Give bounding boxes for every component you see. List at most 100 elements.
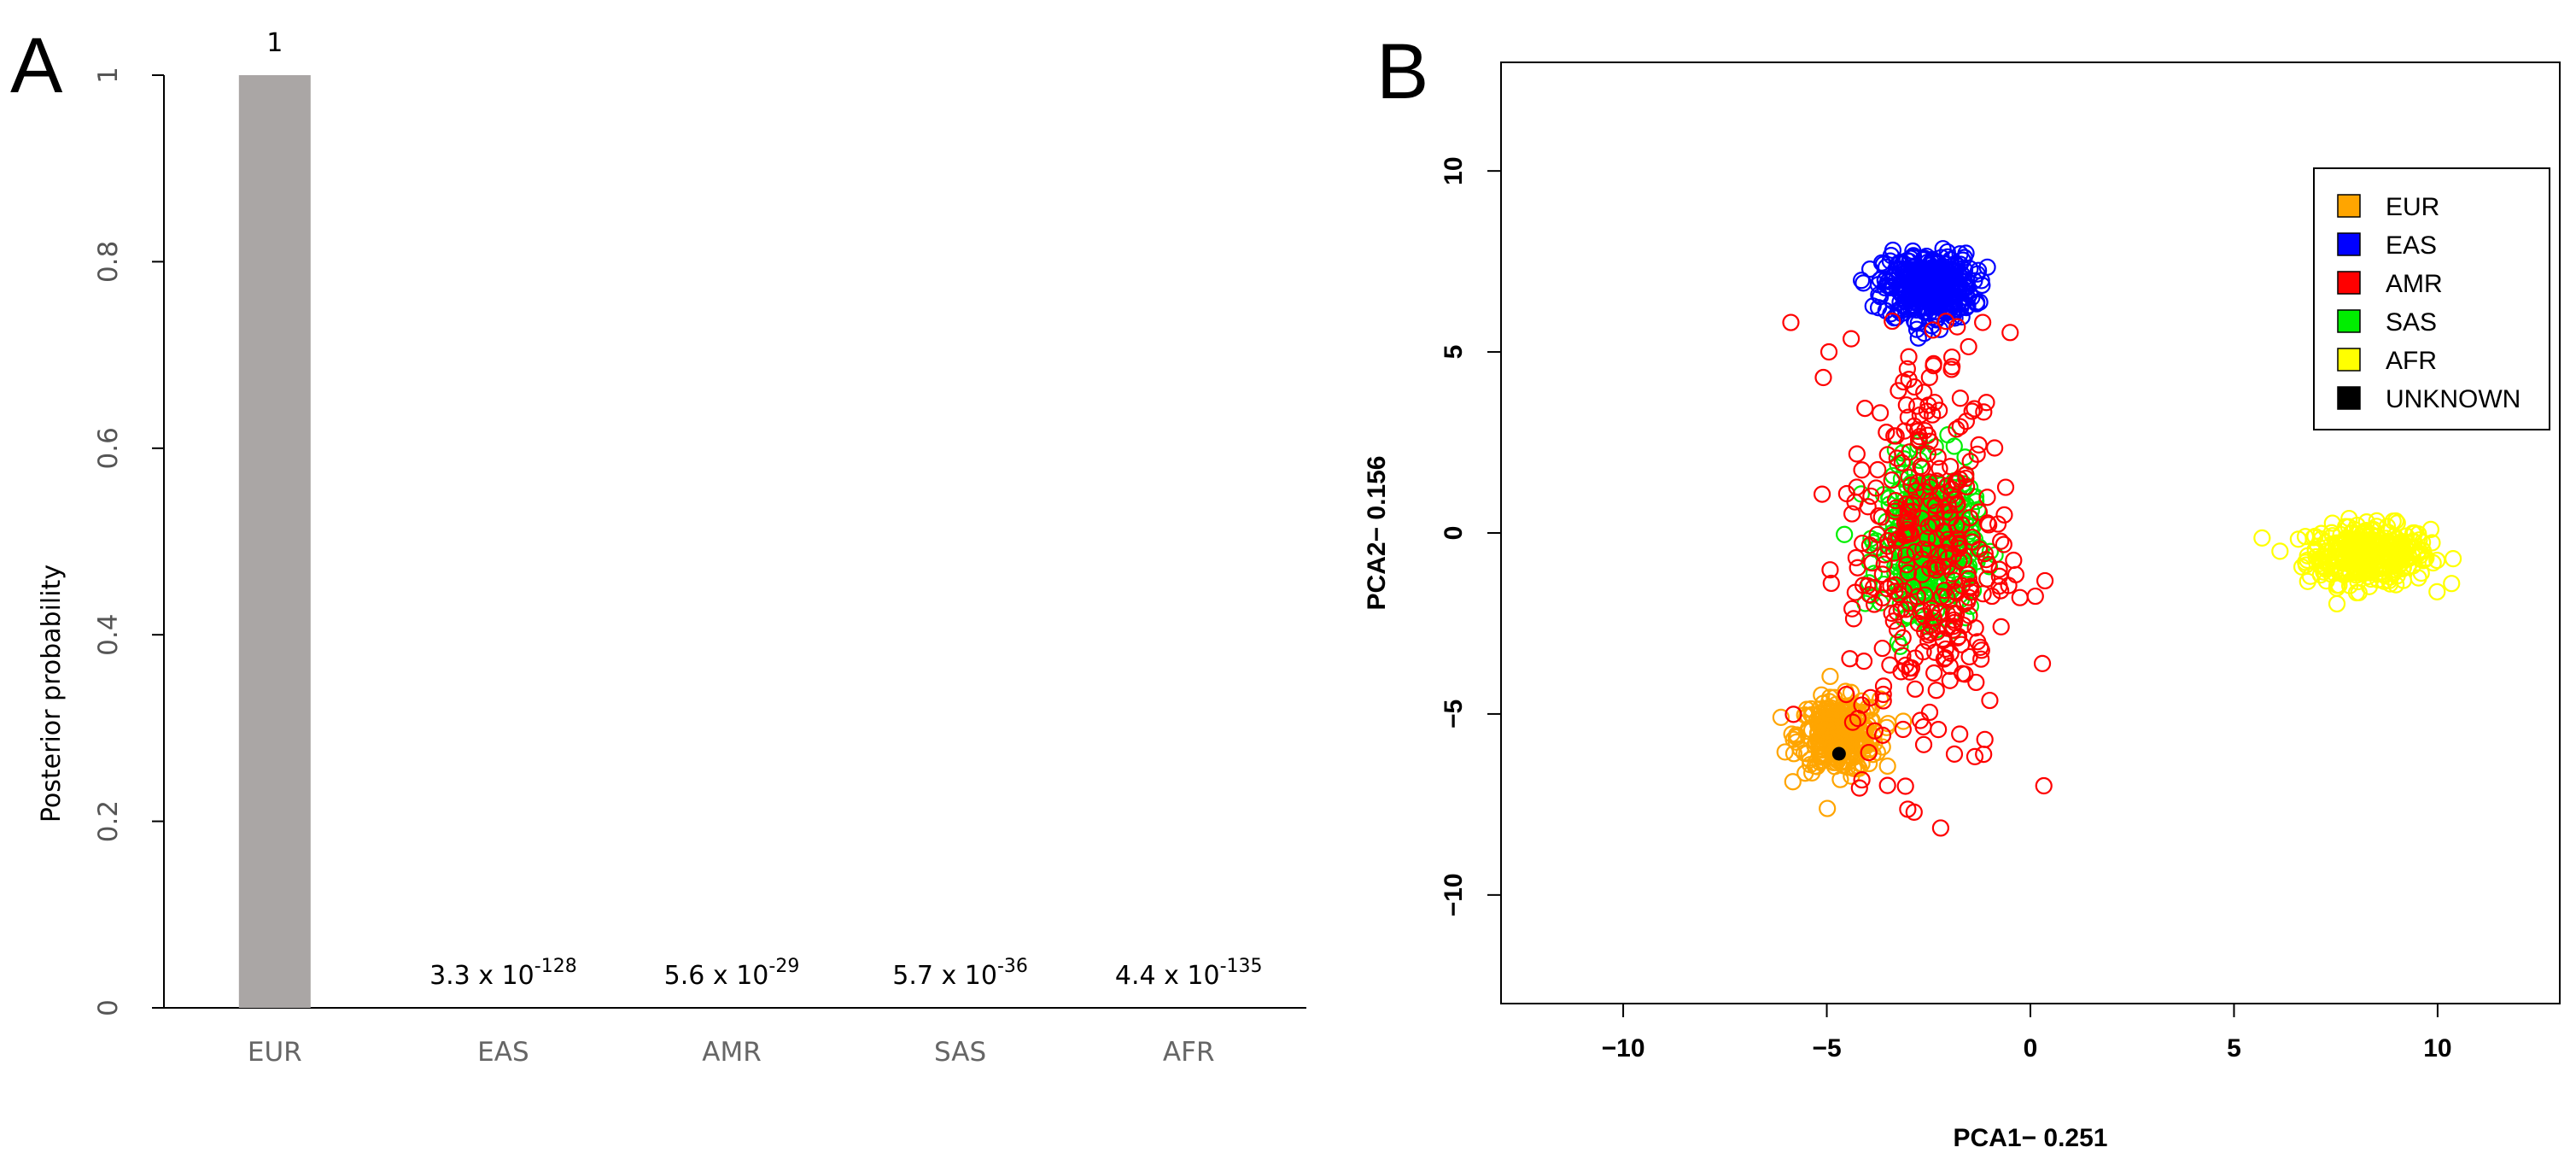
- point-amr: [2005, 551, 2023, 570]
- point-amr: [1916, 586, 1934, 604]
- point-afr: [2330, 577, 2348, 594]
- point-afr: [2374, 546, 2392, 564]
- point-amr: [1952, 635, 1971, 653]
- point-afr: [2345, 562, 2364, 580]
- y-tick-label: 1: [93, 67, 124, 84]
- y-tick-label: 0: [1440, 526, 1468, 541]
- point-amr: [1949, 628, 1968, 646]
- point-amr: [1866, 722, 1884, 740]
- value-label-afr: 4.4 x 10-135: [1115, 956, 1263, 991]
- value-label-base: 3.3 x 10: [429, 961, 534, 991]
- category-label-amr: AMR: [702, 1037, 762, 1068]
- y-tick-label: 10: [1440, 156, 1468, 184]
- point-amr: [1919, 445, 1936, 463]
- point-amr: [1936, 640, 1954, 659]
- point-afr: [2299, 551, 2316, 570]
- value-label-exponent: -29: [768, 956, 799, 977]
- point-amr: [1883, 471, 1901, 489]
- point-amr: [1929, 558, 1947, 576]
- point-afr: [2392, 534, 2410, 552]
- point-amr: [1951, 470, 1969, 489]
- point-amr: [2033, 654, 2052, 672]
- point-afr: [2410, 569, 2427, 587]
- point-amr: [1939, 496, 1957, 514]
- value-label-base: 1: [266, 28, 283, 58]
- point-amr: [1920, 703, 1939, 722]
- point-amr: [1976, 730, 1994, 748]
- legend-label-unknown: UNKNOWN: [2386, 385, 2521, 413]
- legend-label-amr: AMR: [2386, 270, 2443, 298]
- scatter-points: [1772, 240, 2462, 837]
- point-afr: [2328, 594, 2346, 613]
- point-amr: [1897, 396, 1915, 414]
- y-tick-label: −5: [1440, 700, 1468, 729]
- point-amr: [1919, 541, 1937, 559]
- point-amr: [1856, 399, 1874, 418]
- point-amr: [1843, 713, 1861, 731]
- point-eas: [1946, 255, 1964, 273]
- point-afr: [2271, 542, 2289, 560]
- point-amr: [1853, 461, 1871, 479]
- point-amr: [1981, 691, 1999, 710]
- point-afr: [2415, 550, 2434, 569]
- point-amr: [1924, 406, 1942, 424]
- point-amr: [1850, 779, 1868, 797]
- point-eas: [1900, 301, 1918, 319]
- point-eas: [1869, 299, 1888, 317]
- point-eas: [1883, 278, 1901, 296]
- point-amr: [1848, 445, 1866, 463]
- point-amr: [1837, 685, 1855, 704]
- point-amr: [1822, 574, 1840, 593]
- point-afr: [2339, 553, 2357, 571]
- point-amr: [1897, 524, 1915, 542]
- point-eur: [1821, 667, 1839, 686]
- point-amr: [1972, 650, 1990, 668]
- point-amr: [1900, 468, 1918, 487]
- point-amr: [2036, 571, 2054, 590]
- point-amr: [1968, 445, 1986, 463]
- point-amr: [1989, 515, 2007, 533]
- point-eas: [1970, 261, 1988, 279]
- point-amr: [1874, 685, 1892, 704]
- point-amr: [1941, 534, 1959, 552]
- point-afr: [2304, 529, 2322, 547]
- point-amr: [1925, 664, 1943, 682]
- point-amr: [1885, 427, 1903, 445]
- point-amr: [1898, 555, 1916, 574]
- point-amr: [1861, 688, 1879, 706]
- point-amr: [1978, 514, 1996, 532]
- point-eas: [1909, 329, 1927, 347]
- point-amr: [1875, 555, 1893, 573]
- panel-a: A Posterior probability 0 0.2 0.4 0.6 0.8 1 1…: [10, 22, 1306, 1068]
- point-amr: [1948, 517, 1966, 535]
- point-amr: [1853, 534, 1872, 553]
- point-amr: [1882, 577, 1900, 595]
- point-eur: [1816, 721, 1834, 739]
- point-afr: [2296, 528, 2315, 546]
- point-amr: [1860, 743, 1878, 762]
- point-amr: [1925, 357, 1942, 375]
- point-afr: [2253, 529, 2271, 547]
- y-ticks: 0 0.2 0.4 0.6 0.8 1: [93, 67, 164, 1016]
- point-eur: [1837, 711, 1855, 729]
- point-amr: [1931, 460, 1948, 477]
- point-amr: [1992, 618, 2010, 635]
- point-amr: [1967, 673, 1985, 692]
- value-label-sas: 5.7 x 10-36: [892, 956, 1028, 991]
- bar-eur: [238, 75, 311, 1008]
- point-amr: [1963, 533, 1981, 551]
- legend-swatch-sas: [2337, 309, 2361, 333]
- point-afr: [2347, 583, 2366, 602]
- point-eas: [1885, 309, 1903, 327]
- point-eur: [1846, 736, 1865, 755]
- point-amr: [1862, 487, 1880, 506]
- point-afr: [2315, 563, 2333, 581]
- point-amr: [1950, 534, 1968, 552]
- point-amr: [1963, 402, 1981, 420]
- point-amr: [1874, 692, 1892, 710]
- point-amr: [2006, 565, 2025, 583]
- y-ticks: −10 −5 0 5 10: [1440, 156, 1501, 916]
- point-amr: [1948, 584, 1966, 602]
- point-afr: [2364, 530, 2382, 549]
- point-amr: [1992, 532, 2010, 550]
